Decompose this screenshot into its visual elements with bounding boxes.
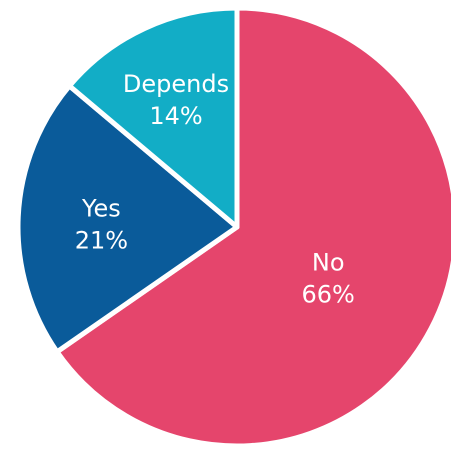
pie-slice-depends	[66, 5, 240, 230]
pie-slice-yes	[15, 83, 240, 355]
slice-value-yes: 21%	[75, 227, 128, 255]
slice-label-yes: Yes	[81, 195, 121, 223]
slice-label-no: No	[312, 249, 345, 277]
slice-value-no: 66%	[302, 281, 355, 309]
slice-value-depends: 14%	[149, 102, 202, 130]
pie-slice-no	[54, 5, 451, 449]
labels-layer: No 66% Yes 21% Depends 14%	[75, 70, 355, 309]
slice-label-depends: Depends	[123, 70, 229, 98]
slices-layer	[15, 5, 451, 449]
